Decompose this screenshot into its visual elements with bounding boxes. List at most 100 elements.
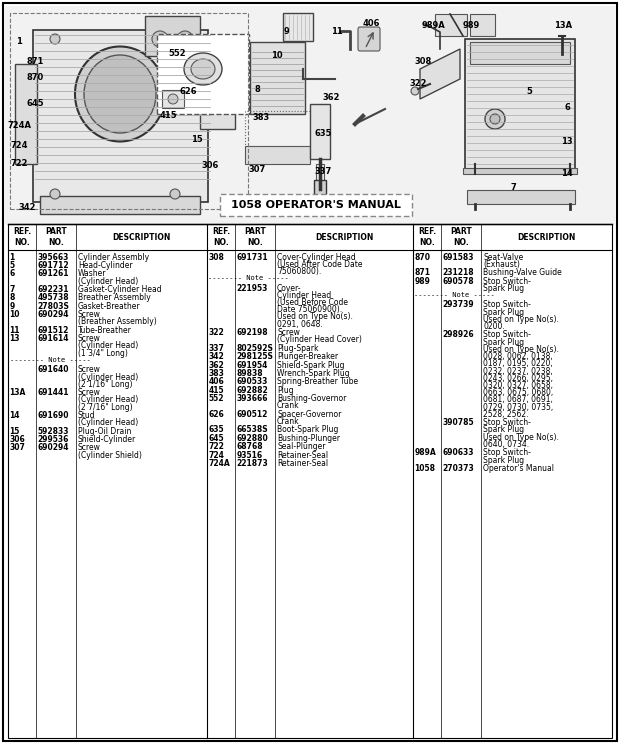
Text: 322: 322 [409, 80, 427, 89]
Text: 362: 362 [208, 361, 224, 370]
Text: 5: 5 [9, 261, 15, 270]
Text: 690633: 690633 [443, 449, 474, 458]
Text: 691583: 691583 [443, 252, 474, 261]
Text: 635: 635 [208, 426, 224, 434]
Text: (Cylinder Head): (Cylinder Head) [78, 395, 138, 405]
Text: (Cylinder Head): (Cylinder Head) [78, 277, 138, 286]
Text: (Cylinder Head): (Cylinder Head) [78, 373, 138, 382]
Text: 270373: 270373 [443, 464, 474, 473]
Text: 0320, 0327, 0658,: 0320, 0327, 0658, [483, 381, 553, 390]
Text: Stud: Stud [78, 411, 95, 420]
Text: 7: 7 [9, 285, 15, 294]
Text: 0291, 0648.: 0291, 0648. [277, 320, 323, 329]
FancyBboxPatch shape [316, 164, 324, 182]
Text: 5: 5 [526, 88, 532, 97]
Text: (Cylinder Head Cover): (Cylinder Head Cover) [277, 336, 362, 344]
Text: 306: 306 [9, 435, 25, 444]
Text: 13A: 13A [554, 22, 572, 31]
Text: Breather Assembly: Breather Assembly [78, 293, 151, 302]
FancyBboxPatch shape [314, 180, 326, 196]
Text: 691954: 691954 [236, 361, 268, 370]
Text: 724A: 724A [7, 121, 31, 130]
Text: Seal-Plunger: Seal-Plunger [277, 442, 326, 452]
Circle shape [485, 109, 505, 129]
Text: 8: 8 [9, 293, 15, 302]
Text: 298926: 298926 [443, 330, 474, 339]
Text: 989: 989 [463, 22, 480, 31]
Text: 626: 626 [208, 410, 224, 419]
FancyBboxPatch shape [33, 30, 208, 202]
Text: 307: 307 [249, 164, 265, 173]
Text: Bushing-Plunger: Bushing-Plunger [277, 434, 340, 443]
Text: (Exhaust): (Exhaust) [483, 260, 520, 269]
Text: 13: 13 [9, 334, 20, 343]
Circle shape [170, 34, 180, 44]
Text: 308: 308 [414, 57, 432, 66]
Text: 89838: 89838 [236, 369, 263, 378]
Text: 307: 307 [9, 443, 25, 452]
Text: REF.
NO.: REF. NO. [13, 228, 31, 247]
Text: (2 1/16" Long): (2 1/16" Long) [78, 379, 133, 388]
Text: Boot-Spark Plug: Boot-Spark Plug [277, 426, 339, 434]
Text: 221873: 221873 [236, 459, 268, 468]
Text: 870: 870 [415, 252, 430, 261]
Circle shape [490, 114, 500, 124]
Text: 691614: 691614 [37, 334, 69, 343]
Text: Spark Plug: Spark Plug [483, 307, 524, 317]
FancyBboxPatch shape [310, 104, 330, 159]
Text: Bushing-Governor: Bushing-Governor [277, 394, 347, 403]
Text: (2 7/16" Long): (2 7/16" Long) [78, 403, 133, 411]
Text: 692231: 692231 [37, 285, 69, 294]
Text: 635: 635 [314, 129, 332, 138]
Text: 691640: 691640 [37, 365, 69, 374]
Text: Cover-Cylinder Head: Cover-Cylinder Head [277, 252, 356, 261]
Text: Gasket-Cylinder Head: Gasket-Cylinder Head [78, 285, 162, 294]
FancyBboxPatch shape [40, 196, 200, 214]
Text: 724: 724 [208, 451, 224, 460]
Ellipse shape [84, 55, 156, 133]
Text: 690512: 690512 [236, 410, 268, 419]
Text: 691512: 691512 [37, 326, 69, 335]
Text: Shield-Cylinder: Shield-Cylinder [78, 435, 136, 444]
Text: 221953: 221953 [236, 283, 268, 292]
FancyBboxPatch shape [467, 190, 575, 204]
FancyBboxPatch shape [200, 74, 235, 129]
Text: 626: 626 [179, 86, 197, 95]
Text: (Used After Code Date: (Used After Code Date [277, 260, 363, 269]
Ellipse shape [75, 46, 165, 141]
Text: Plug-Spark: Plug-Spark [277, 344, 319, 353]
Text: 342: 342 [18, 204, 36, 213]
Text: Gasket-Breather: Gasket-Breather [78, 302, 141, 311]
Text: Operator's Manual: Operator's Manual [483, 464, 554, 473]
Circle shape [152, 31, 168, 47]
Text: 691731: 691731 [236, 252, 268, 261]
Text: 722: 722 [11, 159, 28, 168]
Text: 75060800).: 75060800). [277, 267, 321, 276]
Bar [8, 224, 612, 738]
Text: Used on Type No(s).: Used on Type No(s). [483, 433, 559, 442]
Text: 337: 337 [208, 344, 224, 353]
Text: Shield-Spark Plug: Shield-Spark Plug [277, 361, 345, 370]
Text: 870: 870 [27, 74, 43, 83]
Text: (Cylinder Head): (Cylinder Head) [78, 418, 138, 427]
Text: 342: 342 [208, 352, 224, 361]
FancyBboxPatch shape [157, 34, 249, 114]
Text: 10: 10 [9, 310, 20, 319]
Ellipse shape [184, 53, 222, 85]
Text: 7: 7 [510, 184, 516, 193]
Text: Spring-Breather Tube: Spring-Breather Tube [277, 377, 358, 386]
Text: 871: 871 [415, 268, 430, 277]
Text: 724A: 724A [208, 459, 230, 468]
Text: Stop Switch-: Stop Switch- [483, 449, 531, 458]
Ellipse shape [191, 59, 215, 79]
Text: Screw: Screw [78, 443, 101, 452]
Text: 306: 306 [202, 161, 219, 170]
Text: (1 3/4" Long): (1 3/4" Long) [78, 349, 128, 358]
Text: 691441: 691441 [37, 388, 69, 397]
Text: 15: 15 [9, 426, 20, 436]
Text: (Used Before Code: (Used Before Code [277, 298, 348, 307]
Text: Seat-Valve: Seat-Valve [483, 252, 523, 261]
FancyBboxPatch shape [358, 27, 380, 51]
Text: REF.
NO.: REF. NO. [418, 228, 436, 247]
Circle shape [50, 34, 60, 44]
